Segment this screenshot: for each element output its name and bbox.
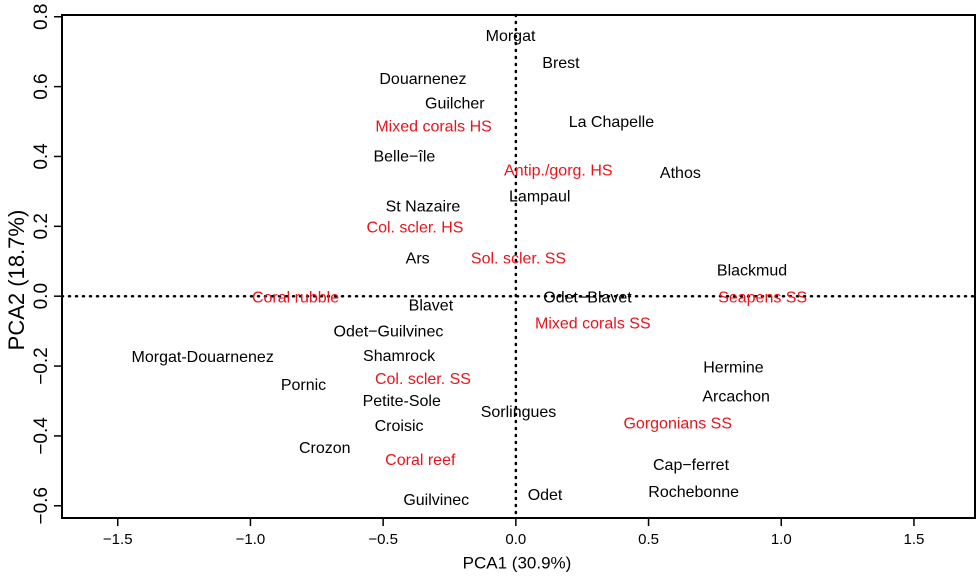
point-label: Cap−ferret [653,457,730,474]
x-tick-label: −0.5 [368,531,398,548]
y-tick-label: −0.6 [31,487,52,525]
point-label: St Nazaire [386,199,461,216]
point-label: Coral rubble [252,290,339,307]
point-label: Morgat [486,28,536,45]
y-tick-label: 0.0 [31,283,52,309]
y-tick-label: 0.6 [31,73,52,99]
point-label: Arcachon [702,388,770,405]
point-label: Hermine [703,359,764,376]
point-label: Pornic [281,377,326,394]
point-label: Odet [528,487,563,504]
point-label: Brest [542,55,580,72]
point-label: Sorlingues [481,404,557,421]
x-tick-label: −1.0 [236,531,266,548]
point-label: Antip./gorg. HS [504,163,613,180]
point-label: Croisic [375,418,424,435]
y-tick-label: 0.4 [31,143,52,170]
y-tick-label: −0.4 [31,417,52,455]
point-label: Odet−Guilvinec [334,323,444,340]
point-label: Blackmud [717,263,787,280]
point-label: Lampaul [509,189,570,206]
point-label: Col. scler. HS [367,220,464,237]
point-label: Shamrock [363,348,436,365]
point-label: Petite-Sole [363,393,441,410]
point-label: Crozon [299,440,351,457]
point-label: Odet−Blavet [543,290,632,307]
y-tick-label: 0.2 [31,213,52,239]
point-label: Mixed corals HS [375,119,491,136]
plot-frame [61,14,976,519]
point-label: Ars [406,250,430,267]
x-tick-label: 1.0 [771,531,792,548]
point-label: Douarnenez [379,71,466,88]
y-tick-label: −0.2 [31,347,52,385]
point-label: Coral reef [385,452,456,469]
point-label: Guilcher [425,96,485,113]
point-label: Sol. scler. SS [471,250,566,267]
x-tick-label: 1.5 [904,531,925,548]
point-label: Belle−île [373,149,435,166]
point-label: Seapens SS [718,290,807,307]
point-label: Morgat-Douarnenez [132,349,274,366]
x-tick-label: −1.5 [103,531,133,548]
x-tick-label: 0.0 [505,531,526,548]
x-axis-label: PCA1 (30.9%) [463,553,572,572]
x-tick-label: 0.5 [638,531,659,548]
point-label: Mixed corals SS [535,315,651,332]
point-label: Col. scler. SS [375,371,471,388]
y-axis-label: PCA2 (18.7%) [4,210,29,351]
point-label: Gorgonians SS [623,415,732,432]
y-tick-label: 0.8 [31,4,52,30]
point-label: Athos [660,165,701,182]
point-label: Rochebonne [648,484,739,501]
point-label: Guilvinec [403,492,469,509]
point-label: Blavet [409,298,454,315]
point-label: La Chapelle [569,114,655,131]
